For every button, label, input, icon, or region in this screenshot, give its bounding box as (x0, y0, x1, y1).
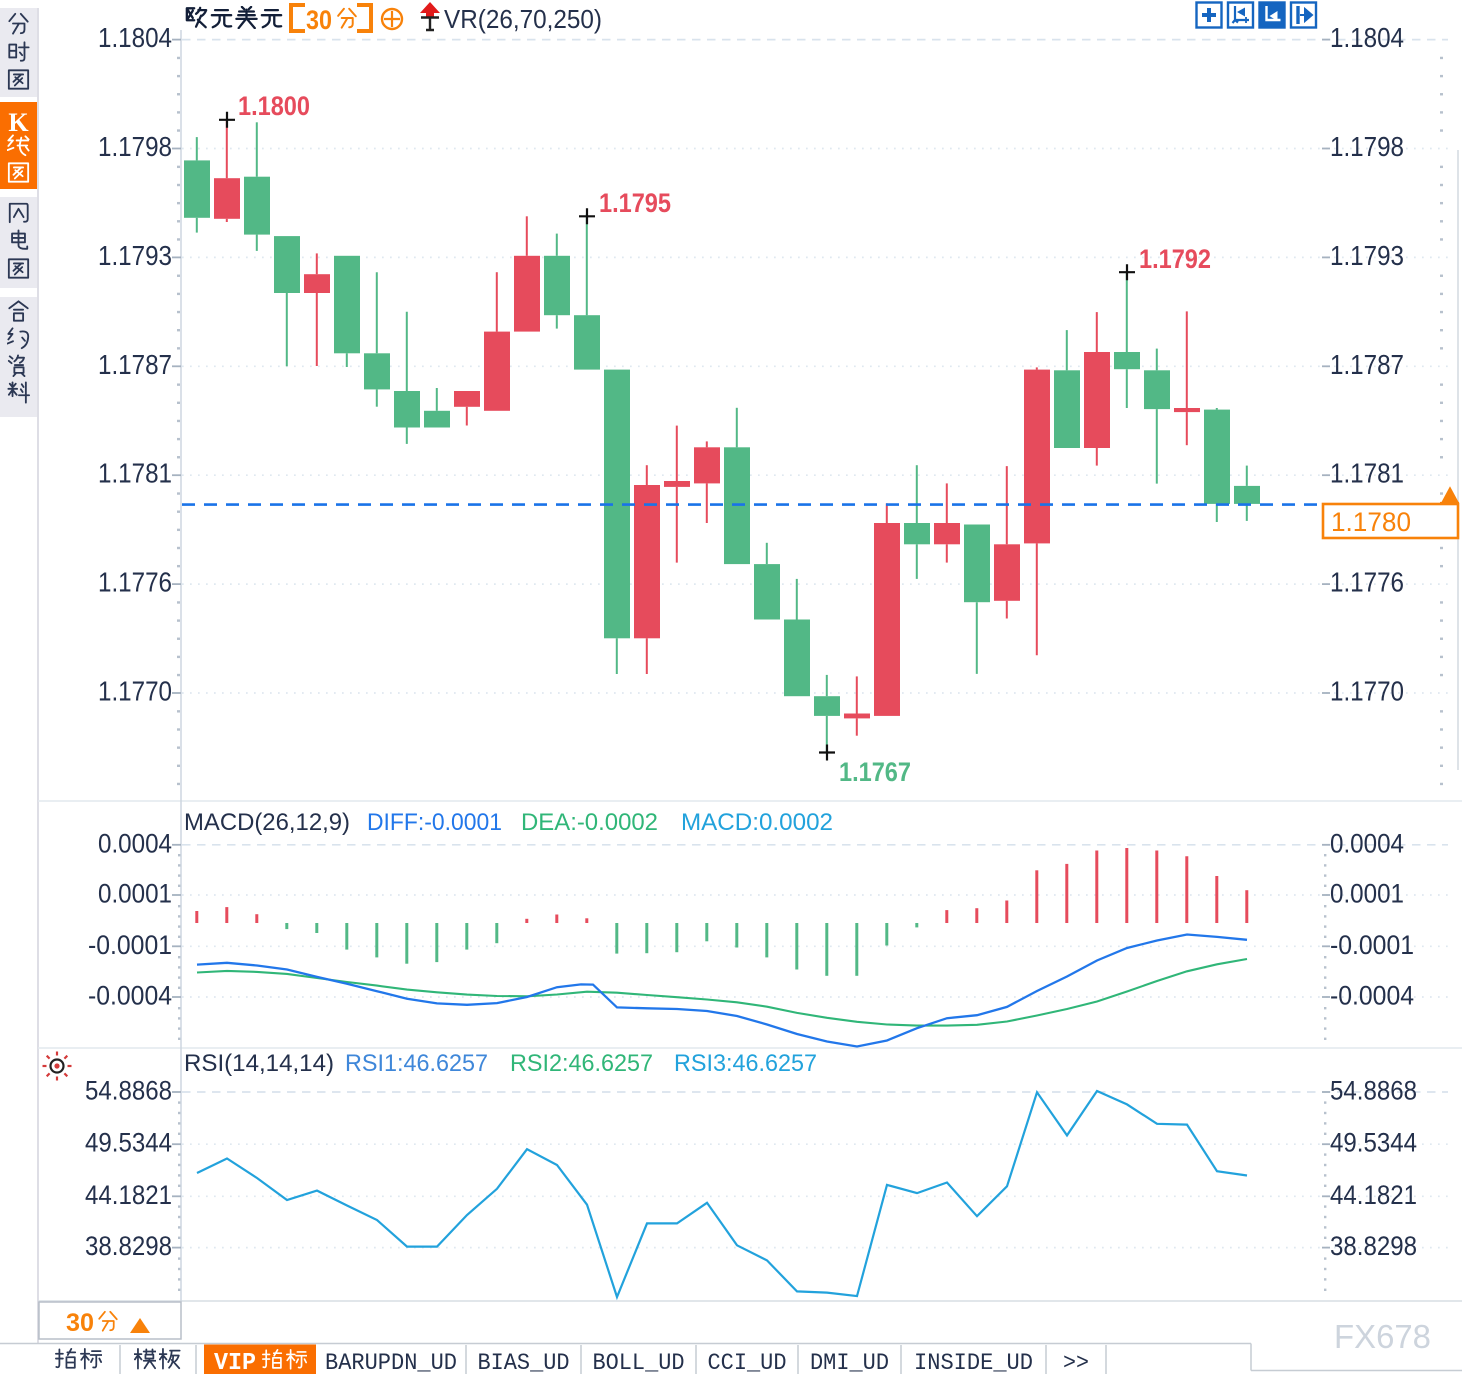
svg-text:1.1780: 1.1780 (1331, 507, 1411, 537)
svg-text:49.5344: 49.5344 (85, 1128, 172, 1158)
svg-text:MACD(26,12,9): MACD(26,12,9) (184, 809, 350, 836)
svg-text:54.8868: 54.8868 (1330, 1076, 1417, 1106)
svg-text:1.1781: 1.1781 (98, 458, 172, 489)
svg-text:1.1793: 1.1793 (1330, 240, 1404, 271)
svg-text:1.1793: 1.1793 (98, 240, 172, 271)
svg-text:44.1821: 44.1821 (1330, 1180, 1417, 1210)
svg-text:1.1787: 1.1787 (98, 349, 172, 380)
svg-text:1.1776: 1.1776 (1330, 567, 1404, 598)
svg-text:K: K (8, 108, 29, 137)
svg-text:1.1798: 1.1798 (1330, 131, 1404, 162)
svg-text:1.1770: 1.1770 (98, 676, 172, 707)
svg-text:1.1804: 1.1804 (98, 22, 172, 53)
svg-text:RSI(14,14,14): RSI(14,14,14) (184, 1050, 334, 1077)
svg-text:38.8298: 38.8298 (1330, 1231, 1417, 1261)
svg-text:BIAS_UD: BIAS_UD (478, 1350, 570, 1374)
svg-text:DEA:-0.0002: DEA:-0.0002 (521, 809, 658, 836)
svg-text:MACD:0.0002: MACD:0.0002 (681, 809, 833, 836)
svg-text:30: 30 (306, 5, 332, 35)
svg-text:1.1770: 1.1770 (1330, 676, 1404, 707)
svg-text:1.1804: 1.1804 (1330, 22, 1404, 53)
svg-text:CCI_UD: CCI_UD (708, 1350, 787, 1374)
svg-text:38.8298: 38.8298 (85, 1231, 172, 1261)
svg-text:0.0004: 0.0004 (1330, 828, 1404, 858)
svg-text:44.1821: 44.1821 (85, 1180, 172, 1210)
svg-text:1.1787: 1.1787 (1330, 349, 1404, 380)
svg-text:DIFF:-0.0001: DIFF:-0.0001 (367, 809, 502, 836)
svg-text:1.1800: 1.1800 (238, 91, 310, 121)
svg-text:-0.0004: -0.0004 (1330, 981, 1414, 1011)
svg-text:INSIDE_UD: INSIDE_UD (914, 1350, 1033, 1374)
svg-text:-0.0004: -0.0004 (88, 981, 172, 1011)
svg-text:FX678: FX678 (1334, 1318, 1431, 1355)
svg-text:1.1776: 1.1776 (98, 567, 172, 598)
svg-text:1.1795: 1.1795 (599, 188, 671, 218)
svg-text:0.0001: 0.0001 (98, 879, 172, 909)
svg-text:RSI3:46.6257: RSI3:46.6257 (674, 1050, 817, 1077)
svg-text:0.0004: 0.0004 (98, 828, 172, 858)
svg-text:RSI1:46.6257: RSI1:46.6257 (345, 1050, 488, 1077)
svg-text:-0.0001: -0.0001 (1330, 930, 1414, 960)
svg-text:30: 30 (66, 1309, 94, 1337)
svg-text:BOLL_UD: BOLL_UD (593, 1350, 685, 1374)
svg-text:1.1792: 1.1792 (1139, 244, 1211, 274)
svg-text:>>: >> (1063, 1350, 1089, 1374)
svg-text:54.8868: 54.8868 (85, 1076, 172, 1106)
svg-text:RSI2:46.6257: RSI2:46.6257 (510, 1050, 653, 1077)
svg-text:BARUPDN_UD: BARUPDN_UD (325, 1350, 457, 1374)
svg-text:0.0001: 0.0001 (1330, 879, 1404, 909)
svg-text:1.1798: 1.1798 (98, 131, 172, 162)
svg-text:1.1781: 1.1781 (1330, 458, 1404, 489)
svg-text:1.1767: 1.1767 (839, 757, 911, 787)
svg-text:VR(26,70,250): VR(26,70,250) (444, 4, 602, 34)
svg-text:VIP: VIP (214, 1350, 256, 1374)
svg-text:-0.0001: -0.0001 (88, 930, 172, 960)
svg-text:49.5344: 49.5344 (1330, 1128, 1417, 1158)
svg-text:DMI_UD: DMI_UD (810, 1350, 889, 1374)
